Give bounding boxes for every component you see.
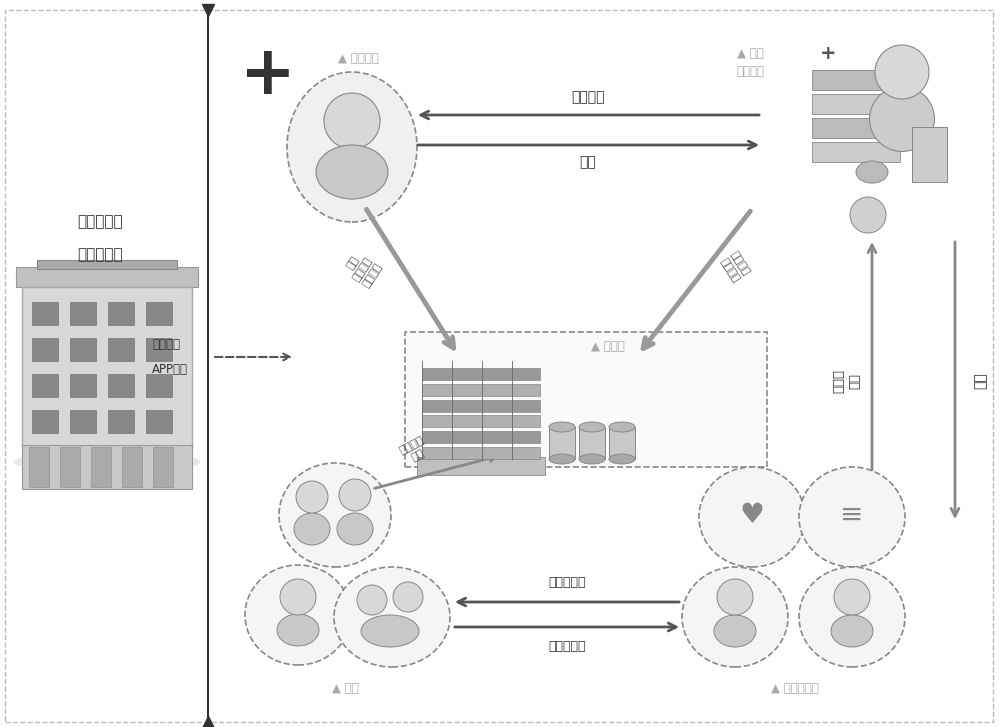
Ellipse shape bbox=[287, 72, 417, 222]
Circle shape bbox=[324, 93, 380, 149]
Ellipse shape bbox=[549, 454, 575, 464]
Text: 咋问、求助: 咋问、求助 bbox=[548, 640, 586, 653]
FancyBboxPatch shape bbox=[812, 94, 900, 114]
FancyBboxPatch shape bbox=[422, 447, 540, 459]
Text: 转诊预约: 转诊预约 bbox=[571, 90, 605, 104]
FancyBboxPatch shape bbox=[22, 445, 192, 489]
Text: 平台功能: 平台功能 bbox=[152, 339, 180, 351]
Text: 指导: 指导 bbox=[580, 155, 596, 169]
Text: 确诊
治疗方案
信息填报: 确诊 治疗方案 信息填报 bbox=[342, 249, 384, 289]
FancyBboxPatch shape bbox=[70, 302, 96, 325]
FancyBboxPatch shape bbox=[812, 142, 900, 162]
FancyBboxPatch shape bbox=[60, 447, 80, 487]
Circle shape bbox=[393, 582, 423, 612]
FancyBboxPatch shape bbox=[146, 302, 172, 325]
Circle shape bbox=[280, 579, 316, 615]
Text: ▲ 社区: ▲ 社区 bbox=[737, 47, 763, 60]
FancyBboxPatch shape bbox=[108, 374, 134, 397]
Text: 签订协议
加入: 签订协议 加入 bbox=[398, 434, 432, 466]
Circle shape bbox=[850, 197, 886, 233]
Circle shape bbox=[834, 579, 870, 615]
FancyBboxPatch shape bbox=[108, 338, 134, 361]
FancyBboxPatch shape bbox=[70, 374, 96, 397]
FancyBboxPatch shape bbox=[422, 368, 540, 380]
Circle shape bbox=[717, 579, 753, 615]
FancyBboxPatch shape bbox=[122, 447, 142, 487]
Text: APP功能: APP功能 bbox=[152, 364, 188, 377]
FancyBboxPatch shape bbox=[91, 447, 111, 487]
FancyBboxPatch shape bbox=[32, 338, 58, 361]
FancyBboxPatch shape bbox=[146, 410, 172, 433]
FancyBboxPatch shape bbox=[108, 410, 134, 433]
FancyBboxPatch shape bbox=[812, 118, 900, 138]
Circle shape bbox=[357, 585, 387, 615]
Ellipse shape bbox=[856, 161, 888, 183]
Text: 治疗方案
基本信息: 治疗方案 基本信息 bbox=[719, 250, 751, 284]
Ellipse shape bbox=[682, 567, 788, 667]
FancyBboxPatch shape bbox=[16, 267, 198, 287]
Ellipse shape bbox=[361, 615, 419, 647]
Ellipse shape bbox=[831, 615, 873, 647]
FancyBboxPatch shape bbox=[609, 427, 635, 459]
Text: 随访、指导: 随访、指导 bbox=[548, 576, 586, 589]
Text: ≡: ≡ bbox=[840, 501, 864, 529]
Ellipse shape bbox=[579, 422, 605, 432]
FancyBboxPatch shape bbox=[146, 374, 172, 397]
Text: ♥: ♥ bbox=[740, 501, 764, 529]
Circle shape bbox=[875, 45, 929, 99]
Text: （管理者）: （管理者） bbox=[77, 247, 123, 262]
FancyBboxPatch shape bbox=[912, 127, 947, 182]
FancyBboxPatch shape bbox=[32, 374, 58, 397]
FancyBboxPatch shape bbox=[153, 447, 173, 487]
FancyBboxPatch shape bbox=[37, 260, 177, 269]
Text: +: + bbox=[240, 42, 296, 108]
FancyBboxPatch shape bbox=[549, 427, 575, 459]
FancyBboxPatch shape bbox=[812, 70, 900, 90]
Text: 指定: 指定 bbox=[973, 373, 987, 390]
Ellipse shape bbox=[699, 467, 805, 567]
FancyBboxPatch shape bbox=[405, 332, 767, 467]
FancyBboxPatch shape bbox=[108, 302, 134, 325]
Ellipse shape bbox=[337, 513, 373, 545]
Text: +: + bbox=[820, 44, 836, 63]
Ellipse shape bbox=[714, 615, 756, 647]
FancyBboxPatch shape bbox=[579, 427, 605, 459]
Circle shape bbox=[296, 481, 328, 513]
Text: 全科医生: 全科医生 bbox=[736, 65, 764, 79]
Text: 卫生计生委: 卫生计生委 bbox=[77, 214, 123, 230]
Ellipse shape bbox=[579, 454, 605, 464]
Ellipse shape bbox=[316, 145, 388, 199]
FancyBboxPatch shape bbox=[29, 447, 49, 487]
Text: ▲ 糖友网: ▲ 糖友网 bbox=[591, 340, 625, 353]
Ellipse shape bbox=[799, 567, 905, 667]
Ellipse shape bbox=[279, 463, 391, 567]
Ellipse shape bbox=[799, 467, 905, 567]
Circle shape bbox=[339, 479, 371, 511]
FancyBboxPatch shape bbox=[422, 415, 540, 427]
Text: 咋问、
求助: 咋问、 求助 bbox=[833, 369, 862, 393]
Ellipse shape bbox=[334, 567, 450, 667]
Text: ▲ 专科医生: ▲ 专科医生 bbox=[338, 52, 378, 65]
Ellipse shape bbox=[14, 451, 200, 473]
FancyBboxPatch shape bbox=[422, 431, 540, 443]
FancyBboxPatch shape bbox=[32, 302, 58, 325]
Text: ▲ 健康管理师: ▲ 健康管理师 bbox=[771, 683, 819, 696]
Text: ▲ 患者: ▲ 患者 bbox=[332, 683, 358, 696]
Ellipse shape bbox=[549, 422, 575, 432]
Ellipse shape bbox=[609, 422, 635, 432]
FancyBboxPatch shape bbox=[70, 410, 96, 433]
Ellipse shape bbox=[294, 513, 330, 545]
FancyBboxPatch shape bbox=[32, 410, 58, 433]
FancyBboxPatch shape bbox=[22, 287, 192, 447]
FancyBboxPatch shape bbox=[146, 338, 172, 361]
Ellipse shape bbox=[277, 614, 319, 646]
Ellipse shape bbox=[245, 565, 351, 665]
FancyBboxPatch shape bbox=[417, 457, 545, 475]
FancyBboxPatch shape bbox=[422, 384, 540, 395]
FancyBboxPatch shape bbox=[422, 400, 540, 411]
Ellipse shape bbox=[609, 454, 635, 464]
FancyBboxPatch shape bbox=[70, 338, 96, 361]
Ellipse shape bbox=[870, 87, 934, 151]
